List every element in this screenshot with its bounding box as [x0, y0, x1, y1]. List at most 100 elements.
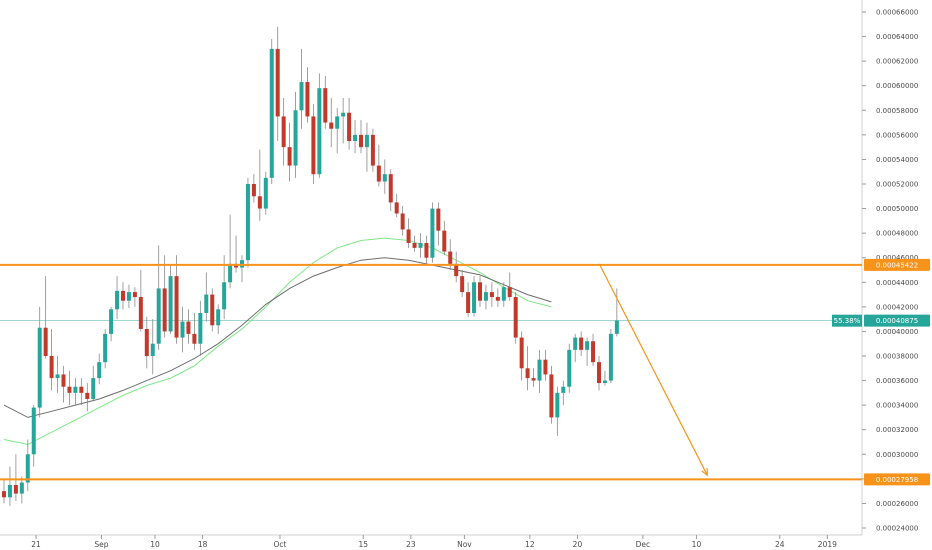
candle-down[interactable] [400, 213, 405, 230]
candle-up[interactable] [222, 282, 227, 310]
candle-down[interactable] [394, 202, 399, 214]
candle-up[interactable] [204, 294, 209, 313]
candle-down[interactable] [519, 337, 524, 369]
candle-up[interactable] [472, 282, 477, 313]
candle-up[interactable] [335, 116, 340, 129]
projection-arrow[interactable] [598, 263, 708, 476]
candle-down[interactable] [281, 116, 286, 148]
candle-down[interactable] [174, 276, 179, 338]
candle-down[interactable] [478, 282, 482, 301]
candle-down[interactable] [210, 294, 215, 326]
candle-up[interactable] [585, 341, 590, 350]
candle-down[interactable] [79, 386, 84, 393]
candle-up[interactable] [115, 290, 120, 310]
candle-up[interactable] [156, 288, 161, 344]
candle-down[interactable] [549, 374, 554, 418]
candle-down[interactable] [329, 122, 334, 129]
candle-down[interactable] [257, 196, 262, 209]
candle-down[interactable] [287, 147, 292, 166]
candle-up[interactable] [25, 454, 30, 483]
candle-down[interactable] [507, 287, 512, 298]
candle-up[interactable] [382, 174, 387, 182]
candle-down[interactable] [305, 82, 310, 117]
candle-up[interactable] [19, 482, 24, 494]
candle-up[interactable] [263, 177, 268, 209]
candle-up[interactable] [37, 327, 42, 408]
candle-up[interactable] [150, 343, 155, 356]
candle-down[interactable] [424, 242, 429, 258]
candle-down[interactable] [412, 242, 417, 248]
candle-down[interactable] [144, 328, 149, 356]
candle-down[interactable] [543, 359, 548, 375]
candle-down[interactable] [2, 491, 6, 498]
candle-up[interactable] [293, 110, 298, 166]
candle-down[interactable] [49, 356, 54, 379]
candle-up[interactable] [168, 276, 173, 332]
candle-down[interactable] [495, 297, 500, 301]
candle-down[interactable] [460, 276, 465, 293]
candle-up[interactable] [109, 309, 114, 334]
candle-up[interactable] [73, 386, 78, 393]
candle-up[interactable] [299, 82, 304, 111]
candle-up[interactable] [216, 309, 221, 326]
candle-up[interactable] [602, 380, 607, 384]
candle-down[interactable] [376, 165, 381, 182]
candle-down[interactable] [162, 288, 167, 332]
candle-down[interactable] [388, 174, 393, 203]
candle-up[interactable] [483, 292, 488, 301]
candle-up[interactable] [608, 333, 613, 381]
candle-down[interactable] [67, 386, 72, 393]
candle-down[interactable] [466, 292, 471, 313]
candle-down[interactable] [138, 297, 143, 329]
candle-down[interactable] [275, 48, 280, 117]
candle-down[interactable] [597, 362, 601, 384]
candle-up[interactable] [126, 292, 131, 301]
candle-down[interactable] [406, 229, 411, 243]
candle-up[interactable] [567, 349, 572, 387]
candle-down[interactable] [531, 378, 536, 381]
candle-down[interactable] [186, 321, 191, 334]
candle-up[interactable] [198, 313, 203, 344]
candle-up[interactable] [501, 287, 506, 301]
candle-up[interactable] [573, 337, 578, 350]
candle-down[interactable] [121, 290, 125, 301]
candle-up[interactable] [418, 242, 423, 248]
candle-up[interactable] [91, 378, 96, 399]
candle-down[interactable] [251, 184, 256, 197]
candle-down[interactable] [525, 368, 530, 379]
candle-down[interactable] [442, 230, 447, 252]
candle-up[interactable] [555, 392, 560, 418]
candle-up[interactable] [537, 359, 542, 381]
candle-up[interactable] [55, 374, 60, 379]
candle-up[interactable] [341, 112, 346, 117]
candle-down[interactable] [192, 333, 197, 344]
candle-up[interactable] [245, 184, 250, 261]
candle-up[interactable] [228, 263, 233, 283]
candle-down[interactable] [311, 116, 316, 175]
candle-up[interactable] [180, 321, 185, 338]
candle-down[interactable] [61, 374, 66, 387]
candle-up[interactable] [103, 333, 108, 363]
candle-up[interactable] [364, 134, 369, 148]
candle-down[interactable] [13, 485, 18, 494]
candle-down[interactable] [513, 297, 518, 338]
candle-up[interactable] [7, 485, 12, 498]
candle-down[interactable] [436, 208, 441, 231]
candle-up[interactable] [353, 134, 358, 141]
candle-down[interactable] [591, 341, 596, 363]
candle-down[interactable] [132, 292, 137, 298]
candle-up[interactable] [31, 407, 36, 455]
candle-up[interactable] [97, 362, 102, 379]
candle-up[interactable] [561, 386, 566, 393]
candle-up[interactable] [614, 320, 619, 334]
candle-down[interactable] [85, 392, 90, 399]
candle-down[interactable] [359, 134, 363, 148]
candle-up[interactable] [430, 208, 435, 258]
candle-down[interactable] [579, 337, 584, 350]
candle-down[interactable] [454, 263, 459, 277]
candle-up[interactable] [317, 88, 322, 175]
candle-up[interactable] [269, 48, 274, 178]
candle-down[interactable] [43, 327, 48, 356]
candle-down[interactable] [448, 251, 453, 264]
